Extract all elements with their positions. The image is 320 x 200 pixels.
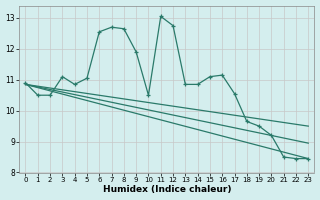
X-axis label: Humidex (Indice chaleur): Humidex (Indice chaleur) <box>103 185 231 194</box>
